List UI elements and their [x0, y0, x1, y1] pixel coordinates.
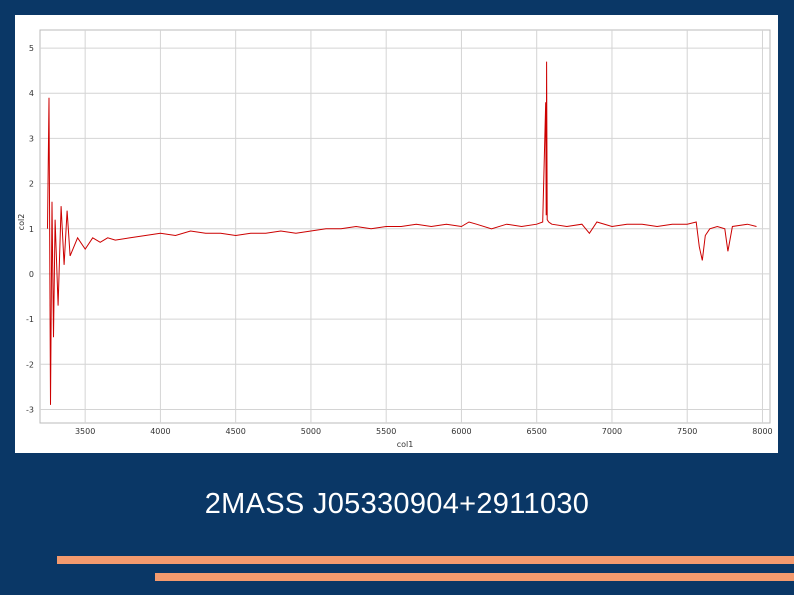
y-tick-label: -3 — [26, 405, 34, 414]
y-tick-label: -1 — [26, 315, 34, 324]
y-tick-label: 3 — [29, 134, 34, 143]
series-line-col2 — [47, 61, 757, 405]
spectrum-chart: 3500 4000 4500 5000 5500 6000 6500 7000 7500 8000… — [15, 15, 778, 453]
decorative-stripe-bottom — [155, 573, 794, 581]
x-tick-label: 3500 — [75, 427, 95, 436]
x-tick-label: 7500 — [677, 427, 697, 436]
tick-labels: 3500 4000 4500 5000 5500 6000 6500 7000 7500 8000… — [26, 44, 773, 436]
y-tick-label: 2 — [29, 180, 34, 189]
x-tick-label: 5500 — [376, 427, 396, 436]
y-tick-label: 0 — [29, 270, 34, 279]
y-axis-label: col2 — [17, 214, 26, 231]
plot-area — [39, 29, 771, 424]
x-tick-label: 7000 — [602, 427, 622, 436]
y-tick-label: 1 — [29, 225, 34, 234]
x-tick-label: 4500 — [225, 427, 245, 436]
y-tick-label: 5 — [29, 44, 34, 53]
y-tick-label: 4 — [29, 89, 34, 98]
grid-lines — [40, 30, 770, 423]
x-axis-label: col1 — [397, 440, 414, 449]
decorative-stripe-top — [57, 556, 794, 564]
chart-caption: 2MASS J05330904+2911030 — [204, 488, 590, 520]
x-tick-label: 4000 — [150, 427, 170, 436]
x-tick-label: 5000 — [301, 427, 321, 436]
x-tick-label: 8000 — [752, 427, 772, 436]
x-tick-label: 6000 — [451, 427, 471, 436]
spectrum-plot: 3500 4000 4500 5000 5500 6000 6500 7000 7500 8000… — [17, 29, 773, 449]
x-tick-label: 6500 — [527, 427, 547, 436]
y-tick-label: -2 — [26, 360, 34, 369]
